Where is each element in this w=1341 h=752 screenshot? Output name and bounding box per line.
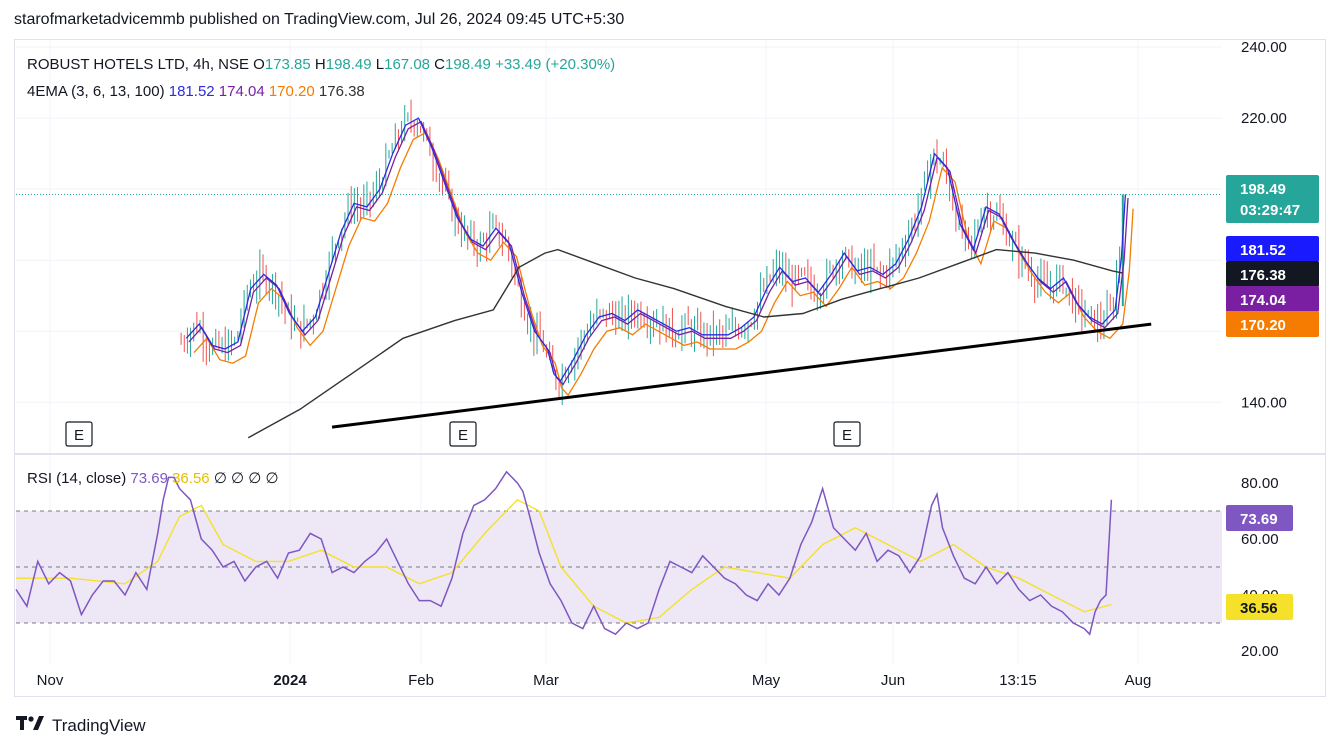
rsi-ma-label: 36.56 (1240, 600, 1278, 617)
ohlc-o: 173.85 (265, 56, 315, 73)
ohlc-c: 198.49 (445, 56, 495, 73)
ema3-line (185, 117, 1127, 383)
ema-legend: 4EMA (3, 6, 13, 100) 181.52 174.04 170.2… (27, 83, 365, 100)
time-tick: May (752, 672, 781, 689)
rsi-legend-value: ∅ (248, 470, 265, 487)
earnings-marker[interactable] (833, 421, 861, 447)
ema-legend-value: 170.20 (269, 83, 319, 100)
time-tick: Mar (533, 672, 559, 689)
ema3-price-label: 181.52 (1240, 242, 1286, 259)
rsi-value-label: 73.69 (1240, 511, 1278, 528)
footer-brand[interactable]: TradingView (16, 714, 146, 737)
trendline[interactable] (331, 322, 1152, 429)
ema13-price-label-bg (1226, 311, 1319, 337)
ohlc-c-label: C (434, 56, 445, 73)
ohlc-o-label: O (253, 56, 265, 73)
rsi-tick: 80.00 (1241, 475, 1279, 492)
rsi-legend-label: RSI (14, close) (27, 470, 130, 487)
ema100-price-label-bg (1226, 261, 1319, 287)
rsi-line (15, 470, 1113, 636)
ohlc-h-label: H (315, 56, 326, 73)
rsi-legend: RSI (14, close) 73.69 36.56 ∅ ∅ ∅ ∅ (27, 470, 279, 487)
price-tick: 220.00 (1241, 110, 1287, 127)
rsi-tick: 60.00 (1241, 531, 1279, 548)
earnings-marker-label[interactable]: E (458, 427, 468, 444)
last-price-label: 03:29:47 (1240, 202, 1300, 219)
earnings-marker-label[interactable]: E (74, 427, 84, 444)
rsi-legend-value: 36.56 (172, 470, 214, 487)
earnings-marker[interactable] (65, 421, 93, 447)
ohlc-l: 167.08 (384, 56, 434, 73)
rsi-value-label-bg (1226, 505, 1293, 531)
ema6-price-label-bg (1226, 286, 1319, 312)
rsi-tick: 20.00 (1241, 643, 1279, 660)
price-tick: 140.00 (1241, 394, 1287, 411)
rsi-legend-value: ∅ (214, 470, 231, 487)
ema6-line (188, 120, 1129, 386)
time-tick: Nov (37, 672, 64, 689)
last-price-label: 198.49 (1240, 181, 1286, 198)
chart-frame (14, 39, 1326, 697)
earnings-marker[interactable] (449, 421, 477, 447)
ema13-line (193, 131, 1134, 397)
time-tick: Feb (408, 672, 434, 689)
ohlc-change: +33.49 (+20.30%) (495, 56, 615, 73)
ema3-price-label-bg (1226, 236, 1319, 262)
time-tick: 2024 (273, 672, 307, 689)
earnings-marker-label[interactable]: E (842, 427, 852, 444)
price-legend: ROBUST HOTELS LTD, 4h, NSE O173.85 H198.… (27, 56, 615, 73)
time-tick: Jun (881, 672, 905, 689)
last-price-label-bg (1226, 175, 1319, 223)
ema-legend-value: 176.38 (319, 83, 365, 100)
ema-legend-value: 174.04 (219, 83, 269, 100)
ema-legend-label: 4EMA (3, 6, 13, 100) (27, 83, 169, 100)
ema100-price-label: 176.38 (1240, 267, 1286, 284)
ema100-line (247, 248, 1123, 439)
rsi-ma-line (16, 498, 1112, 624)
footer-brand-text: TradingView (52, 715, 146, 735)
rsi-legend-value: 73.69 (130, 470, 172, 487)
time-tick: Aug (1125, 672, 1152, 689)
time-tick: 13:15 (999, 672, 1037, 689)
publish-header: starofmarketadvicemmb published on Tradi… (14, 11, 625, 28)
ohlc-l-label: L (376, 56, 384, 73)
rsi-ma-label-bg (1226, 594, 1293, 620)
ohlc-h: 198.49 (326, 56, 376, 73)
tradingview-logo-icon (16, 714, 46, 737)
price-tick: 240.00 (1241, 39, 1287, 56)
ema6-price-label: 174.04 (1240, 292, 1287, 309)
rsi-legend-value: ∅ (266, 470, 279, 487)
ema-legend-value: 181.52 (169, 83, 219, 100)
chart-title: ROBUST HOTELS LTD, 4h, NSE (27, 56, 253, 73)
ema13-price-label: 170.20 (1240, 317, 1286, 334)
rsi-legend-value: ∅ (231, 470, 248, 487)
